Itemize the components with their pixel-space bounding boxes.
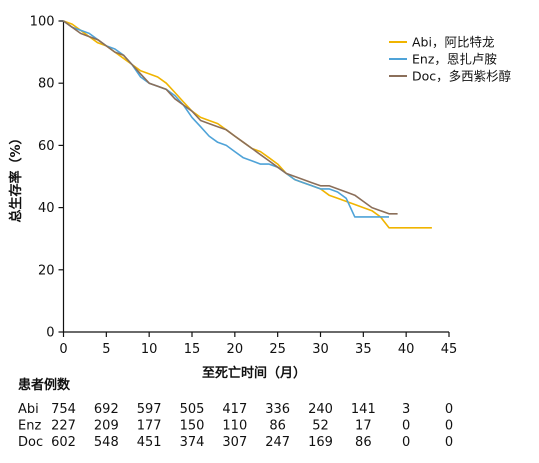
- at-risk-value: 548: [94, 435, 119, 450]
- at-risk-value: 597: [137, 402, 162, 417]
- axes: 0 20 40 60 80 100 0 5 10 15 20 25 30 35 40 45: [30, 15, 458, 358]
- at-risk-value: 86: [269, 419, 286, 434]
- at-risk-value: 169: [308, 435, 333, 450]
- at-risk-value: 374: [180, 435, 205, 450]
- at-risk-value: 227: [51, 419, 76, 434]
- at-risk-label: 患者例数: [18, 377, 71, 393]
- x-tick-label: 10: [141, 342, 158, 357]
- y-tick-label: 100: [30, 15, 55, 30]
- at-risk-value: 247: [265, 435, 290, 450]
- at-risk-value: 0: [402, 435, 410, 450]
- x-tick-label: 35: [355, 342, 372, 357]
- at-risk-value: 86: [355, 435, 372, 450]
- at-risk-value: 307: [222, 435, 247, 450]
- series-line-3: [63, 20, 398, 215]
- at-risk-value: 0: [445, 402, 453, 417]
- legend-label-3: Doc，多西紫杉醇: [412, 69, 511, 84]
- at-risk-value: 17: [355, 419, 372, 434]
- at-risk-value: 692: [94, 402, 119, 417]
- at-risk-value: 0: [445, 419, 453, 434]
- at-risk-value: 505: [180, 402, 205, 417]
- at-risk-value: 240: [308, 402, 333, 417]
- x-tick-label: 5: [102, 342, 110, 357]
- legend-label-1: Abi，阿比特龙: [412, 35, 494, 50]
- y-tick-label: 80: [38, 77, 55, 92]
- legend-label-2: Enz，恩扎卢胺: [412, 52, 497, 67]
- x-tick-label: 0: [59, 342, 67, 357]
- x-tick-label: 30: [312, 342, 329, 357]
- x-tick-label: 45: [441, 342, 458, 357]
- at-risk-value: 0: [402, 419, 410, 434]
- at-risk-row-name: Enz: [18, 419, 41, 434]
- legend: Abi，阿比特龙 Enz，恩扎卢胺 Doc，多西紫杉醇: [389, 35, 511, 84]
- y-axis-title: 总生存率（%）: [8, 131, 24, 222]
- at-risk-value: 417: [222, 402, 247, 417]
- x-tick-label: 25: [269, 342, 286, 357]
- at-risk-value: 336: [265, 402, 290, 417]
- y-tick-label: 20: [38, 263, 55, 278]
- at-risk-value: 177: [137, 419, 162, 434]
- at-risk-value: 0: [445, 435, 453, 450]
- x-tick-label: 15: [184, 342, 201, 357]
- at-risk-value: 451: [137, 435, 162, 450]
- at-risk-value: 150: [180, 419, 205, 434]
- y-tick-label: 0: [46, 326, 54, 341]
- at-risk-value: 3: [402, 402, 410, 417]
- x-tick-label: 40: [398, 342, 415, 357]
- at-risk-row-name: Abi: [18, 402, 39, 417]
- at-risk-value: 602: [51, 435, 76, 450]
- at-risk-table: Abi 754 692 597 505 417 336 240 141 3 0 Enz 227 209 17…: [18, 402, 453, 450]
- y-tick-label: 40: [38, 201, 55, 216]
- at-risk-value: 209: [94, 419, 119, 434]
- at-risk-row-name: Doc: [18, 435, 43, 450]
- y-tick-label: 60: [38, 139, 55, 154]
- series-line-2: [63, 20, 389, 218]
- at-risk-value: 52: [312, 419, 329, 434]
- x-tick-label: 20: [227, 342, 244, 357]
- x-axis-title: 至死亡时间（月）: [202, 365, 306, 381]
- at-risk-value: 754: [51, 402, 76, 417]
- at-risk-value: 110: [222, 419, 247, 434]
- at-risk-value: 141: [351, 402, 376, 417]
- series-layer: [63, 20, 432, 229]
